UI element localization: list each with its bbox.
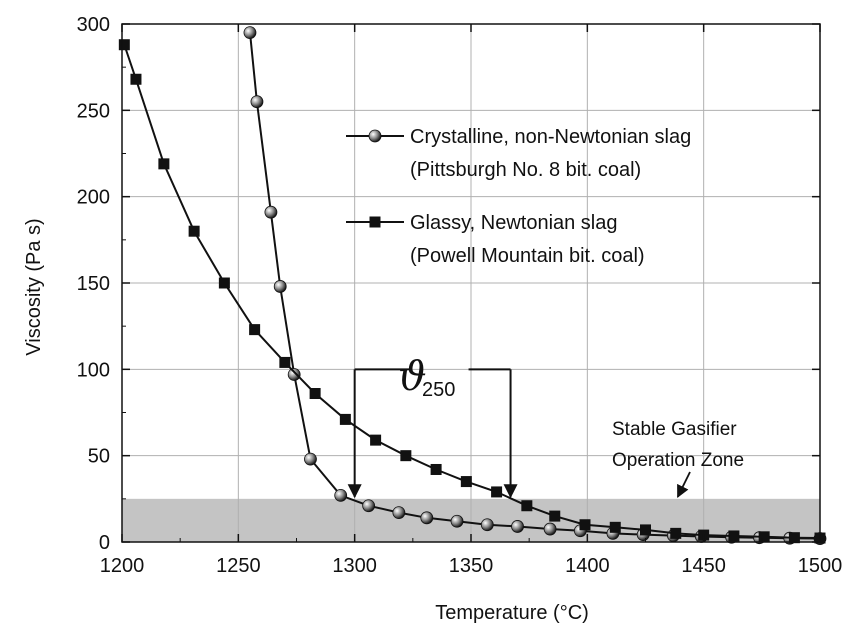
series-2-point-12 — [460, 476, 472, 488]
series-2-point-18 — [640, 524, 651, 536]
y-tick-label-250: 250 — [77, 100, 110, 122]
series-2-point-3 — [188, 225, 200, 237]
y-tick-label-50: 50 — [88, 446, 110, 468]
legend-series-1-line2: (Pittsburgh No. 8 bit. coal) — [410, 159, 641, 181]
series-1-point-10 — [450, 514, 464, 528]
y-tick-label-100: 100 — [77, 359, 110, 381]
y-tick-label-150: 150 — [77, 273, 110, 295]
series-2-point-0 — [118, 39, 130, 51]
bracket-symbol: ϑ — [398, 354, 427, 400]
legend-series-2-line1: Glassy, Newtonian slag — [410, 212, 618, 234]
x-tick-label-1200: 1200 — [100, 555, 145, 577]
y-tick-label-300: 300 — [77, 14, 110, 36]
series-1-point-6 — [334, 488, 348, 502]
x-tick-label-1300: 1300 — [332, 555, 377, 577]
x-tick-label-1400: 1400 — [565, 555, 610, 577]
series-2-point-9 — [370, 434, 382, 446]
series-2-point-7 — [309, 388, 321, 400]
series-1-point-5 — [304, 452, 317, 466]
series-1-point-0 — [243, 26, 257, 40]
series-2-point-11 — [430, 463, 442, 475]
bracket-subscript: 250 — [422, 379, 455, 401]
series-2-point-23 — [788, 532, 800, 544]
x-tick-label-1350: 1350 — [449, 555, 494, 577]
series-2-point-5 — [249, 324, 261, 336]
band-label-line1: Stable Gasifier — [612, 419, 737, 440]
y-tick-label-200: 200 — [77, 187, 110, 209]
series-2-point-13 — [491, 486, 503, 498]
series-2-point-21 — [728, 530, 740, 542]
series-1-point-2 — [264, 205, 278, 219]
series-1-point-12 — [511, 520, 524, 533]
y-tick-label-0: 0 — [99, 532, 110, 554]
legend-marker-1 — [368, 129, 382, 143]
legend-series-1-line1: Crystalline, non-Newtonian slag — [410, 126, 691, 148]
x-tick-label-1250: 1250 — [216, 555, 261, 577]
series-2-point-22 — [758, 531, 770, 543]
series-2-point-15 — [549, 510, 561, 522]
axes-layer: 1200 1250 1300 1350 1400 1450 1500 0 50 100 150 200… — [77, 14, 843, 577]
series-2-point-1 — [130, 73, 142, 85]
stable-zone-arrow — [676, 471, 691, 498]
series-1-point-3 — [273, 280, 287, 293]
series-1-point-9 — [420, 511, 434, 525]
series-2-point-2 — [158, 158, 170, 170]
x-tick-label-1500: 1500 — [798, 555, 843, 577]
band-label-line2: Operation Zone — [612, 450, 744, 471]
series-2-point-17 — [609, 521, 621, 533]
series-1-point-13 — [543, 522, 557, 536]
series-1-point-4 — [287, 368, 301, 381]
series-2-point-14 — [521, 500, 533, 512]
series-2-point-4 — [218, 277, 230, 289]
series-2-point-10 — [400, 450, 412, 462]
series-1-point-1 — [250, 95, 264, 109]
y-axis-title: Viscosity (Pa s) — [23, 218, 45, 355]
x-tick-label-1450: 1450 — [681, 555, 726, 577]
series-1-point-7 — [362, 499, 376, 513]
legend: Crystalline, non-Newtonian slag (Pittsbu… — [410, 126, 691, 267]
series-1-point-11 — [480, 518, 494, 532]
series-2-point-6 — [279, 356, 291, 368]
series-2-point-8 — [339, 413, 351, 425]
series-2-point-19 — [670, 527, 682, 539]
legend-marker-2 — [369, 216, 381, 228]
annotation-layer — [346, 129, 691, 499]
series-1-point-8 — [392, 506, 406, 520]
x-axis-title: Temperature (°C) — [435, 602, 589, 624]
series-2-point-16 — [579, 519, 591, 531]
legend-series-2-line2: (Powell Mountain bit. coal) — [410, 245, 645, 267]
